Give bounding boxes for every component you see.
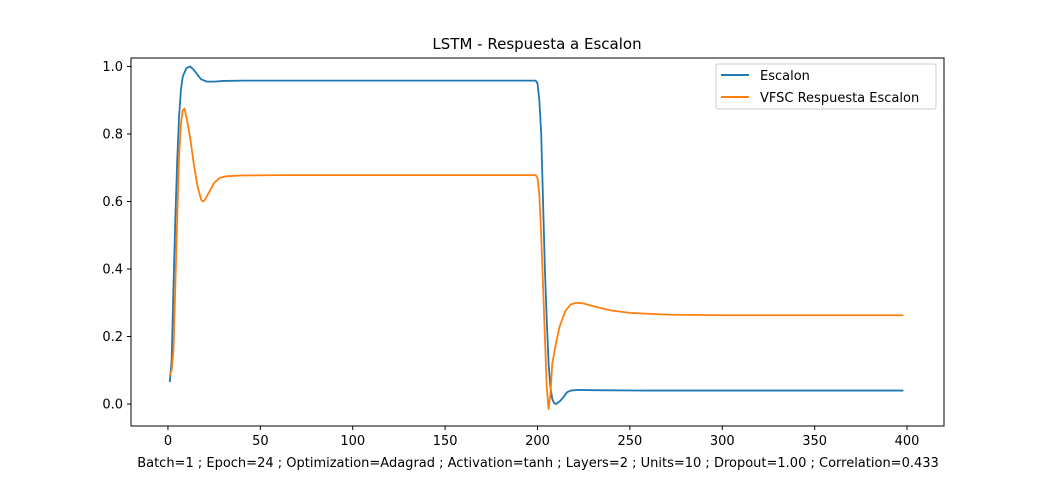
x-tick-label: 100	[340, 434, 365, 449]
y-axis: 0.0 0.2 0.4 0.6 0.8 1.0	[102, 60, 131, 413]
y-tick-label: 0.4	[102, 263, 123, 278]
plot-frame	[130, 57, 945, 427]
legend-label: Escalon	[760, 69, 810, 84]
plot-area	[168, 65, 904, 411]
x-tick-label: 200	[525, 434, 550, 449]
x-axis: 0 50 100 150 200 250 300 350 400	[164, 426, 920, 449]
x-tick-label: 400	[895, 434, 920, 449]
y-tick-label: 0.0	[102, 398, 123, 413]
y-tick-label: 0.8	[102, 127, 123, 142]
y-tick-label: 1.0	[102, 60, 123, 75]
x-tick-label: 150	[433, 434, 458, 449]
x-tick-label: 250	[617, 434, 642, 449]
series-line-1	[168, 65, 904, 405]
series-line-2	[168, 107, 904, 411]
chart-title: LSTM - Respuesta a Escalon	[432, 35, 641, 53]
legend-box	[715, 63, 937, 110]
x-tick-label: 300	[710, 434, 735, 449]
y-tick-label: 0.6	[102, 195, 123, 210]
x-tick-label: 350	[802, 434, 827, 449]
y-tick-label: 0.2	[102, 330, 123, 345]
legend: Escalon VFSC Respuesta Escalon	[715, 63, 937, 110]
legend-label: VFSC Respuesta Escalon	[760, 91, 919, 106]
x-axis-label: Batch=1 ; Epoch=24 ; Optimization=Adagra…	[137, 456, 939, 471]
x-tick-label: 0	[164, 434, 172, 449]
x-tick-label: 50	[252, 434, 269, 449]
